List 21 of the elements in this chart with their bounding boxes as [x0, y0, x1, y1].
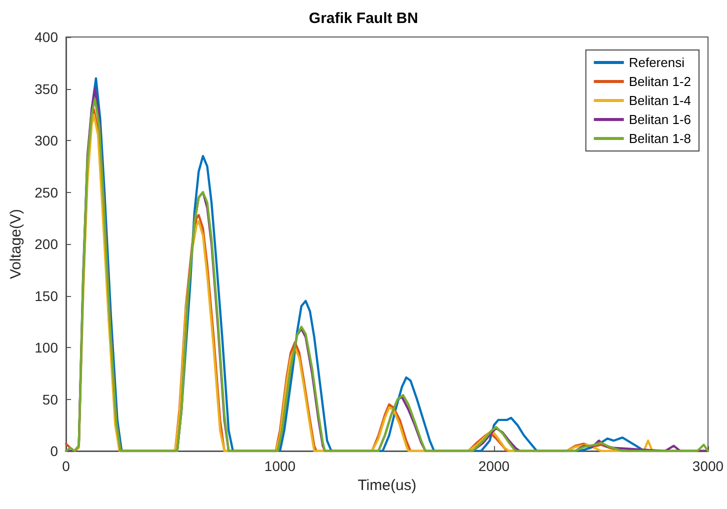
x-tick-label: 2000 [478, 458, 510, 474]
y-tick-label: 0 [50, 443, 58, 459]
x-tick-label: 3000 [692, 458, 724, 474]
legend-label: Referensi [628, 55, 685, 70]
y-tick-label: 100 [34, 340, 58, 356]
legend-label: Belitan 1-8 [628, 131, 692, 146]
y-tick-label: 300 [34, 132, 58, 148]
y-tick-label: 400 [34, 29, 58, 45]
x-tick-label: 0 [62, 458, 70, 474]
y-tick-label: 200 [34, 236, 58, 252]
y-tick-label: 50 [42, 391, 58, 408]
y-axis-title: Voltage(V) [8, 208, 25, 280]
legend-label: Belitan 1-2 [628, 74, 692, 89]
legend-label: Belitan 1-6 [628, 112, 692, 127]
chart-title: Grafik Fault BN [308, 10, 418, 27]
y-tick-label: 250 [34, 184, 58, 200]
x-axis-title: Time(us) [358, 476, 416, 494]
y-tick-label: 350 [34, 80, 58, 97]
y-tick-label: 150 [34, 288, 58, 304]
x-tick-label: 1000 [264, 458, 296, 474]
legend-label: Belitan 1-4 [628, 93, 692, 108]
